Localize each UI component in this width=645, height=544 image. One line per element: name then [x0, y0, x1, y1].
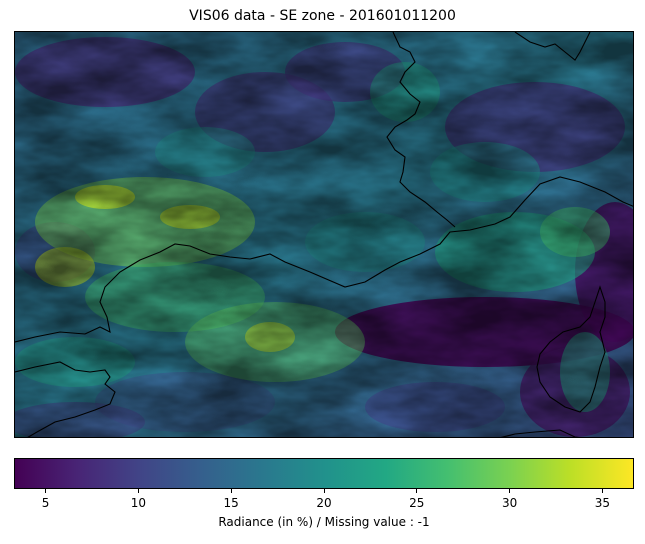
- colorbar-tick-25: 25: [397, 489, 437, 510]
- colorbar-ticks: 5 10 15 20 25 30 35: [14, 489, 634, 511]
- colorbar-tick-10: 10: [118, 489, 158, 510]
- colorbar-tick-label: 30: [501, 496, 518, 510]
- colorbar-tick-5: 5: [26, 489, 66, 510]
- coastline-mainland: [15, 176, 633, 343]
- cloud-texture: [15, 32, 633, 437]
- coastline-west: [15, 361, 116, 437]
- coastline-northeast: [514, 32, 591, 61]
- colorbar-tick-label: 20: [316, 496, 332, 510]
- colorbar-tick-35: 35: [582, 489, 622, 510]
- chart-title: VIS06 data - SE zone - 201601011200: [189, 8, 456, 24]
- colorbar-tick-label: 25: [409, 496, 425, 510]
- coastline-island: [536, 285, 606, 413]
- colorbar-tick-20: 20: [304, 489, 344, 510]
- colorbar-tick-15: 15: [211, 489, 251, 510]
- colorbar: [14, 458, 634, 489]
- radiance-map: [14, 31, 634, 438]
- colorbar-label: Radiance (in %) / Missing value : -1: [218, 515, 430, 529]
- radiance-map-canvas: [15, 32, 633, 437]
- colorbar-tick-30: 30: [490, 489, 530, 510]
- colorbar-tick-label: 10: [130, 496, 146, 510]
- colorbar-tick-label: 5: [41, 496, 50, 510]
- border-north: [386, 32, 456, 228]
- coastline-south: [500, 429, 580, 437]
- colorbar-tick-label: 35: [594, 496, 611, 510]
- coastlines: [15, 32, 633, 437]
- colorbar-tick-label: 15: [223, 496, 239, 510]
